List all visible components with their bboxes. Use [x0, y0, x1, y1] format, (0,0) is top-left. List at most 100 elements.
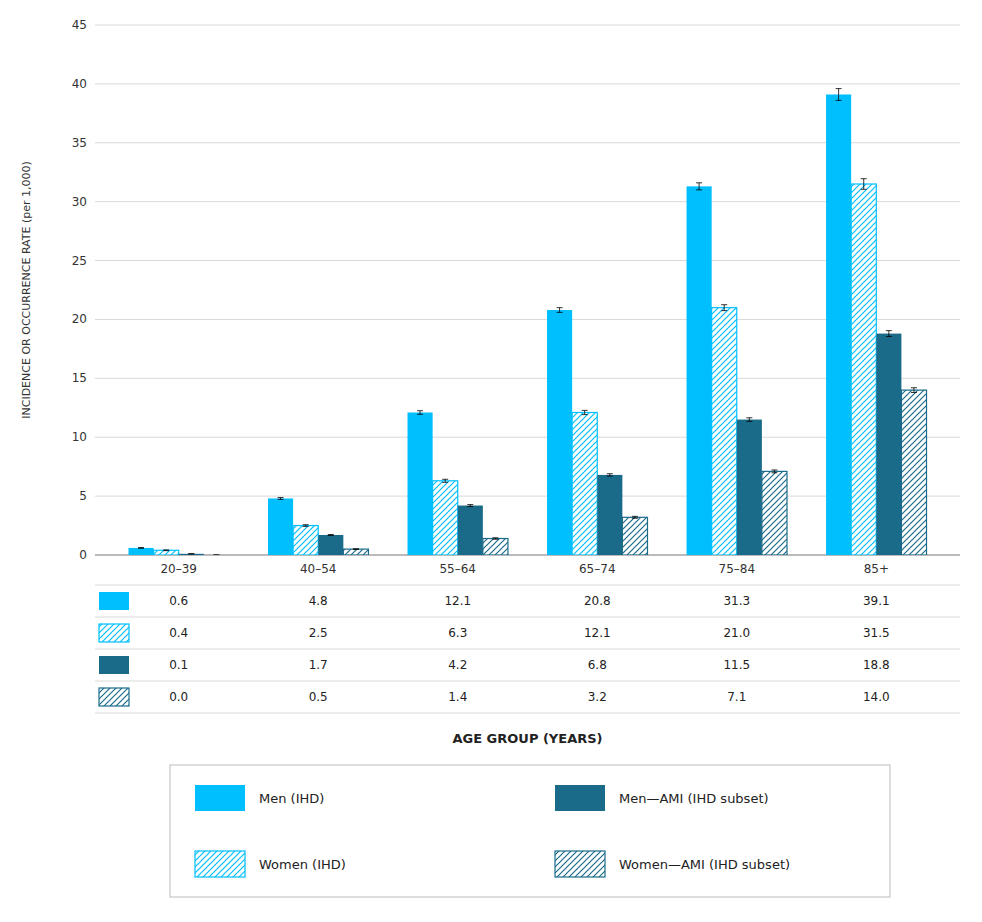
y-tick-label: 45 [72, 18, 87, 32]
x-tick-label: 65–74 [579, 562, 616, 576]
bar [128, 548, 153, 555]
table-rule [95, 617, 960, 618]
table-cell: 4.8 [309, 594, 328, 608]
error-cap [213, 554, 219, 555]
table-cell: 2.5 [309, 626, 328, 640]
error-stem [584, 410, 585, 414]
error-cap [582, 410, 588, 411]
bar [483, 539, 508, 555]
table-cell: 0.4 [169, 626, 188, 640]
error-bar [721, 305, 727, 311]
error-cap [163, 549, 169, 550]
error-cap [353, 549, 359, 550]
bar [154, 550, 179, 555]
table-swatch [99, 592, 129, 610]
table-cell: 20.8 [584, 594, 611, 608]
bars [128, 89, 926, 555]
grid-line [95, 83, 960, 84]
table-cell: 0.5 [309, 690, 328, 704]
error-cap [632, 516, 638, 517]
legend-swatch [195, 851, 245, 877]
error-cap [836, 100, 842, 101]
bar [597, 475, 622, 555]
chart: 051015202530354045INCIDENCE OR OCCURRENC… [0, 0, 982, 922]
legend-entry: Men (IHD) [259, 791, 324, 806]
error-cap [278, 499, 284, 500]
bar [458, 506, 483, 555]
bar [687, 186, 712, 555]
error-cap [557, 312, 563, 313]
legend-swatch [555, 851, 605, 877]
error-bar [861, 179, 867, 190]
y-tick-label: 5 [79, 489, 87, 503]
y-tick-label: 0 [79, 548, 87, 562]
bar [826, 94, 851, 555]
error-bar [836, 89, 842, 101]
table-cell: 0.6 [169, 594, 188, 608]
error-bar [582, 410, 588, 414]
error-cap [188, 553, 194, 554]
error-stem [749, 418, 750, 422]
error-cap [632, 518, 638, 519]
legend-entry: Men—AMI (IHD subset) [619, 791, 769, 806]
bar [179, 554, 204, 555]
bar [343, 549, 368, 555]
bar [204, 554, 229, 555]
error-cap [492, 537, 498, 538]
error-bar [607, 474, 613, 476]
error-cap [328, 534, 334, 535]
bar [737, 420, 762, 555]
error-cap [696, 189, 702, 190]
error-cap [303, 526, 309, 527]
y-tick-label: 10 [72, 430, 87, 444]
error-cap [886, 330, 892, 331]
error-cap [188, 553, 194, 554]
error-cap [746, 417, 752, 418]
error-bar [328, 534, 334, 536]
bar [622, 517, 647, 555]
error-cap [721, 310, 727, 311]
table-cell: 7.1 [727, 690, 746, 704]
error-bar [442, 479, 448, 482]
error-stem [838, 89, 839, 101]
bar [268, 498, 293, 555]
error-cap [721, 304, 727, 305]
table-cell: 1.7 [309, 658, 328, 672]
table-cell: 3.2 [588, 690, 607, 704]
error-bar [492, 538, 498, 539]
error-bar [278, 498, 284, 500]
bar [762, 471, 787, 555]
y-tick-label: 25 [72, 254, 87, 268]
bar [901, 390, 926, 555]
error-cap [328, 535, 334, 536]
error-cap [138, 547, 144, 548]
error-bar [163, 549, 169, 551]
bar [876, 334, 901, 555]
error-cap [861, 189, 867, 190]
error-bar [632, 516, 638, 518]
table-cell: 14.0 [863, 690, 890, 704]
error-stem [559, 308, 560, 313]
error-bar [213, 554, 219, 555]
table-swatch [99, 656, 129, 674]
legend: Men (IHD)Women (IHD)Men—AMI (IHD subset)… [170, 765, 890, 897]
legend-swatch [555, 785, 605, 811]
bar [712, 308, 737, 555]
table-rule [95, 681, 960, 682]
bar [851, 184, 876, 555]
x-tick-label: 75–84 [719, 562, 756, 576]
bar [408, 412, 433, 555]
error-cap [771, 469, 777, 470]
table-cell: 1.4 [448, 690, 467, 704]
error-stem [420, 411, 421, 415]
bar [433, 481, 458, 555]
error-cap [163, 550, 169, 551]
error-cap [467, 506, 473, 507]
table-cell: 31.3 [723, 594, 750, 608]
y-tick-label: 15 [72, 371, 87, 385]
table-cell: 31.5 [863, 626, 890, 640]
legend-box [170, 765, 890, 897]
bar [293, 526, 318, 555]
error-cap [417, 414, 423, 415]
error-stem [774, 470, 775, 473]
